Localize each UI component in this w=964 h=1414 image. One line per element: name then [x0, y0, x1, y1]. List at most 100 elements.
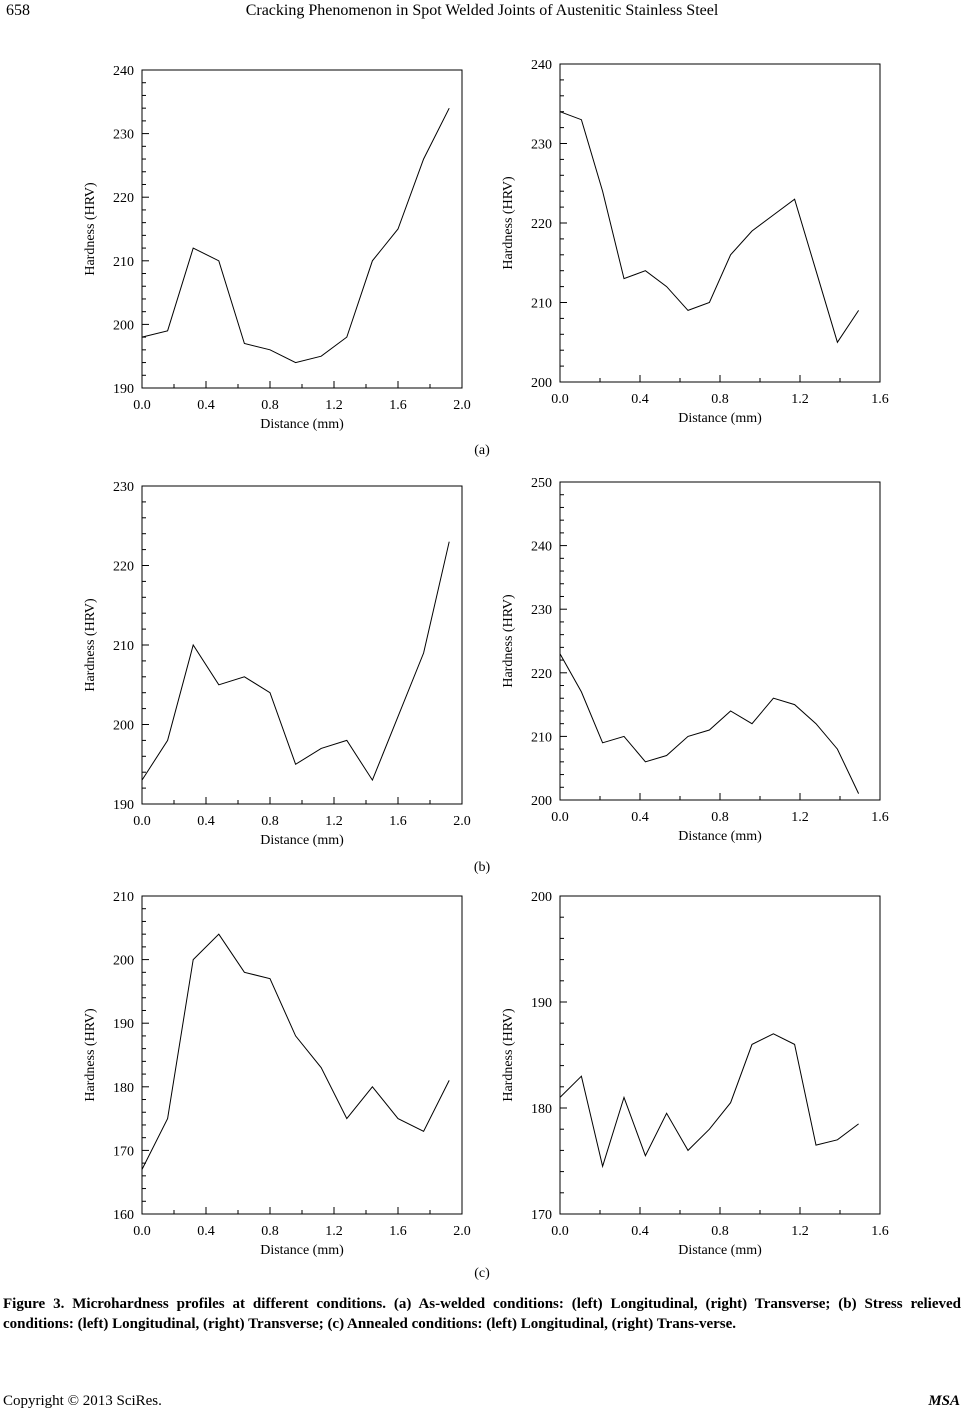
journal-abbreviation: MSA [928, 1393, 960, 1409]
x-tick-label: 1.6 [389, 814, 407, 829]
y-tick-label: 210 [113, 890, 134, 905]
y-tick-label: 190 [113, 1017, 134, 1032]
y-tick-label: 180 [531, 1102, 552, 1117]
page-header: 658 Cracking Phenomenon in Spot Welded J… [0, 0, 964, 30]
y-tick-label: 230 [531, 138, 552, 153]
hardness-series-line [141, 541, 450, 782]
x-tick-label: 0.0 [551, 1224, 569, 1239]
x-tick-label: 1.6 [389, 1224, 407, 1239]
y-tick-label: 200 [531, 376, 552, 391]
y-axis-label: Hardness (HRV) [501, 1008, 516, 1102]
y-tick-label: 240 [531, 58, 552, 73]
x-tick-label: 0.0 [133, 814, 151, 829]
x-tick-label: 1.2 [325, 398, 343, 413]
y-tick-label: 220 [113, 191, 134, 206]
running-title: Cracking Phenomenon in Spot Welded Joint… [245, 2, 719, 19]
subfigure-label-a: (a) [474, 443, 490, 458]
y-tick-label: 180 [113, 1081, 134, 1096]
y-tick-label: 200 [113, 954, 134, 969]
x-tick-label: 2.0 [453, 814, 471, 829]
y-tick-label: 240 [531, 540, 552, 555]
plot-frame [141, 895, 463, 1215]
y-axis-label: Hardness (HRV) [501, 594, 516, 688]
y-tick-label: 210 [113, 255, 134, 270]
plot-frame [141, 69, 463, 389]
y-tick-label: 230 [531, 603, 552, 618]
x-tick-label: 0.8 [711, 392, 729, 407]
hardness-series-line [559, 653, 860, 794]
y-tick-label: 220 [531, 667, 552, 682]
chart-b-right: 0.0 0.4 0.8 1.2 1.6 200 210 220 230 240 250 Distanc… [501, 476, 889, 844]
figure-caption: Figure 3. Microhardness profiles at diff… [3, 1296, 961, 1332]
x-tick-label: 1.2 [325, 1224, 343, 1239]
x-axis-label: Distance (mm) [678, 1243, 762, 1258]
y-tick-label: 220 [113, 560, 134, 575]
x-axis-label: Distance (mm) [678, 411, 762, 426]
y-tick-label: 190 [531, 996, 552, 1011]
y-tick-label: 200 [531, 794, 552, 809]
chart-b-left: 0.0 0.4 0.8 1.2 1.6 2.0 190 200 210 220 230 Distanc… [83, 480, 471, 848]
subfigure-label-c: (c) [474, 1266, 490, 1281]
x-tick-label: 1.6 [871, 810, 889, 825]
y-tick-label: 190 [113, 382, 134, 397]
x-tick-label: 1.2 [791, 392, 809, 407]
copyright-notice: Copyright © 2013 SciRes. [3, 1393, 162, 1409]
x-tick-label: 0.4 [631, 1224, 649, 1239]
plot-frame [559, 63, 881, 383]
x-tick-label: 2.0 [453, 1224, 471, 1239]
x-tick-label: 0.8 [711, 1224, 729, 1239]
y-tick-label: 210 [531, 297, 552, 312]
x-axis-label: Distance (mm) [260, 833, 344, 848]
y-tick-label: 200 [531, 890, 552, 905]
subfigure-label-b: (b) [473, 860, 491, 875]
x-tick-label: 0.4 [197, 1224, 215, 1239]
y-tick-label: 240 [113, 64, 134, 79]
chart-a-right: 0.0 0.4 0.8 1.2 1.6 200 210 220 230 240 Distance (… [501, 58, 889, 426]
y-tick-label: 170 [113, 1144, 134, 1159]
chart-c-right: 0.0 0.4 0.8 1.2 1.6 170 180 190 200 Distance (mm)… [501, 890, 889, 1258]
x-tick-label: 1.6 [871, 392, 889, 407]
x-tick-label: 1.2 [791, 1224, 809, 1239]
x-tick-label: 0.0 [133, 1224, 151, 1239]
hardness-series-line [559, 111, 860, 344]
x-tick-label: 0.8 [261, 1224, 279, 1239]
hardness-series-line [141, 933, 450, 1170]
chart-a-left: 0.0 0.4 0.8 1.2 1.6 2.0 190 200 210 220 230 240 Dist… [83, 64, 471, 432]
x-tick-label: 0.0 [551, 810, 569, 825]
x-tick-label: 0.0 [133, 398, 151, 413]
x-tick-label: 0.0 [551, 392, 569, 407]
y-tick-label: 200 [113, 318, 134, 333]
y-tick-label: 200 [113, 719, 134, 734]
y-tick-label: 160 [113, 1208, 134, 1223]
x-tick-label: 2.0 [453, 398, 471, 413]
x-tick-label: 0.8 [261, 814, 279, 829]
x-tick-label: 1.2 [325, 814, 343, 829]
page-number: 658 [6, 2, 30, 19]
plot-frame [559, 481, 881, 801]
y-axis-label: Hardness (HRV) [83, 1008, 98, 1102]
x-tick-label: 0.4 [631, 810, 649, 825]
y-axis-label: Hardness (HRV) [83, 182, 98, 276]
x-tick-label: 1.6 [389, 398, 407, 413]
x-tick-label: 0.4 [197, 814, 215, 829]
x-tick-label: 1.2 [791, 810, 809, 825]
hardness-series-line [559, 1033, 859, 1169]
x-tick-label: 1.6 [871, 1224, 889, 1239]
x-axis-label: Distance (mm) [260, 417, 344, 432]
plot-frame [559, 895, 881, 1215]
plot-frame [141, 485, 463, 805]
y-axis-label: Hardness (HRV) [501, 176, 516, 270]
x-tick-label: 0.4 [197, 398, 215, 413]
chart-c-left: 0.0 0.4 0.8 1.2 1.6 2.0 160 170 180 190 200 210 Dist… [83, 890, 471, 1258]
y-tick-label: 230 [113, 128, 134, 143]
y-axis-label: Hardness (HRV) [83, 598, 98, 692]
y-tick-label: 190 [113, 798, 134, 813]
y-tick-label: 210 [113, 639, 134, 654]
y-tick-label: 220 [531, 217, 552, 232]
x-tick-label: 0.8 [711, 810, 729, 825]
y-tick-label: 230 [113, 480, 134, 495]
hardness-series-line [141, 107, 450, 364]
x-axis-label: Distance (mm) [678, 829, 762, 844]
y-tick-label: 250 [531, 476, 552, 491]
y-tick-label: 170 [531, 1208, 552, 1223]
